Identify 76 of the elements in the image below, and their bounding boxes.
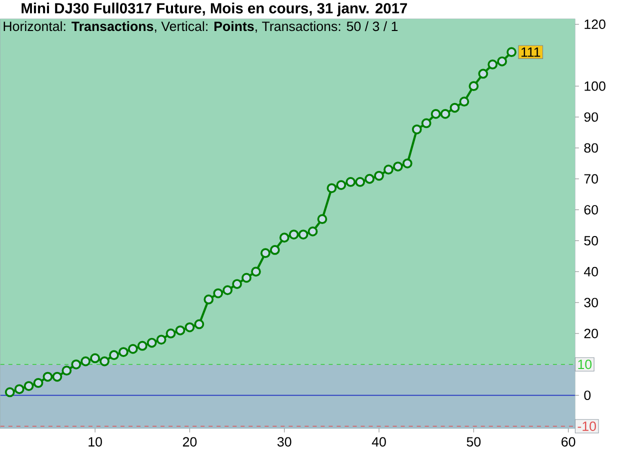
point bbox=[317, 214, 328, 224]
point bbox=[421, 118, 432, 128]
point bbox=[298, 229, 308, 240]
point bbox=[384, 164, 394, 174]
y-tick-label: 50 bbox=[584, 236, 598, 246]
point bbox=[24, 380, 34, 391]
point bbox=[260, 248, 270, 258]
point bbox=[71, 359, 82, 370]
point bbox=[204, 294, 214, 304]
point bbox=[242, 272, 252, 283]
point bbox=[279, 232, 290, 242]
point bbox=[450, 102, 460, 112]
point bbox=[90, 353, 100, 363]
x-tick-label: 30 bbox=[277, 436, 292, 446]
point bbox=[137, 340, 148, 351]
point bbox=[393, 161, 403, 172]
chart-subtitle: Horizontal: Transactions, Vertical: Points, Transactions: 50 / 3 / 1 bbox=[4, 21, 398, 32]
point bbox=[412, 124, 422, 134]
point bbox=[175, 325, 186, 336]
point bbox=[14, 384, 24, 394]
y-tick-label: 120 bbox=[584, 19, 606, 29]
x-tick-label: 10 bbox=[88, 436, 102, 446]
point bbox=[80, 356, 91, 366]
point bbox=[478, 68, 488, 78]
point bbox=[232, 278, 242, 289]
ref-line-label: 10 bbox=[578, 359, 592, 369]
point bbox=[506, 46, 516, 57]
point bbox=[166, 328, 176, 338]
x-tick-label: 40 bbox=[372, 436, 386, 446]
point bbox=[430, 108, 441, 119]
y-tick-label: 20 bbox=[584, 328, 598, 338]
point bbox=[270, 244, 280, 255]
point bbox=[42, 372, 53, 382]
y-tick-label: 30 bbox=[584, 298, 598, 308]
y-tick-label: 70 bbox=[584, 174, 598, 184]
point bbox=[62, 365, 72, 376]
point bbox=[100, 356, 110, 366]
y-tick-label: 0 bbox=[584, 390, 591, 400]
y-tick-label: 60 bbox=[584, 204, 598, 214]
y-tick-label: 90 bbox=[584, 112, 598, 122]
point bbox=[440, 108, 450, 119]
data-label: 111 bbox=[521, 47, 540, 56]
point bbox=[468, 80, 479, 91]
point bbox=[222, 285, 233, 295]
point bbox=[488, 59, 498, 70]
point bbox=[364, 174, 374, 184]
point bbox=[184, 322, 195, 332]
point bbox=[194, 319, 204, 329]
point bbox=[33, 378, 44, 388]
point bbox=[4, 387, 15, 397]
y-tick-label: 80 bbox=[584, 143, 598, 152]
point bbox=[402, 158, 412, 168]
y-tick-label: 100 bbox=[584, 81, 606, 91]
point bbox=[118, 346, 128, 357]
point bbox=[497, 56, 508, 66]
point bbox=[213, 288, 224, 298]
point bbox=[109, 350, 119, 360]
point bbox=[308, 226, 318, 236]
point bbox=[374, 170, 384, 181]
y-tick-label: 40 bbox=[584, 266, 598, 276]
point bbox=[128, 344, 138, 354]
chart-title: Mini DJ30 Full0317 Future, Mois en cours, 31 janv. 2017 bbox=[22, 2, 408, 16]
point bbox=[346, 176, 356, 187]
x-tick-label: 20 bbox=[182, 436, 197, 446]
point bbox=[146, 338, 157, 348]
point bbox=[459, 96, 470, 106]
point bbox=[326, 183, 337, 193]
x-tick-label: 60 bbox=[562, 436, 576, 446]
point bbox=[251, 266, 261, 276]
point bbox=[355, 176, 366, 187]
point bbox=[288, 229, 299, 240]
point bbox=[156, 334, 166, 344]
point bbox=[336, 180, 346, 190]
point bbox=[52, 372, 62, 382]
ref-line-label: -10 bbox=[578, 421, 596, 431]
x-tick-label: 50 bbox=[466, 436, 481, 446]
